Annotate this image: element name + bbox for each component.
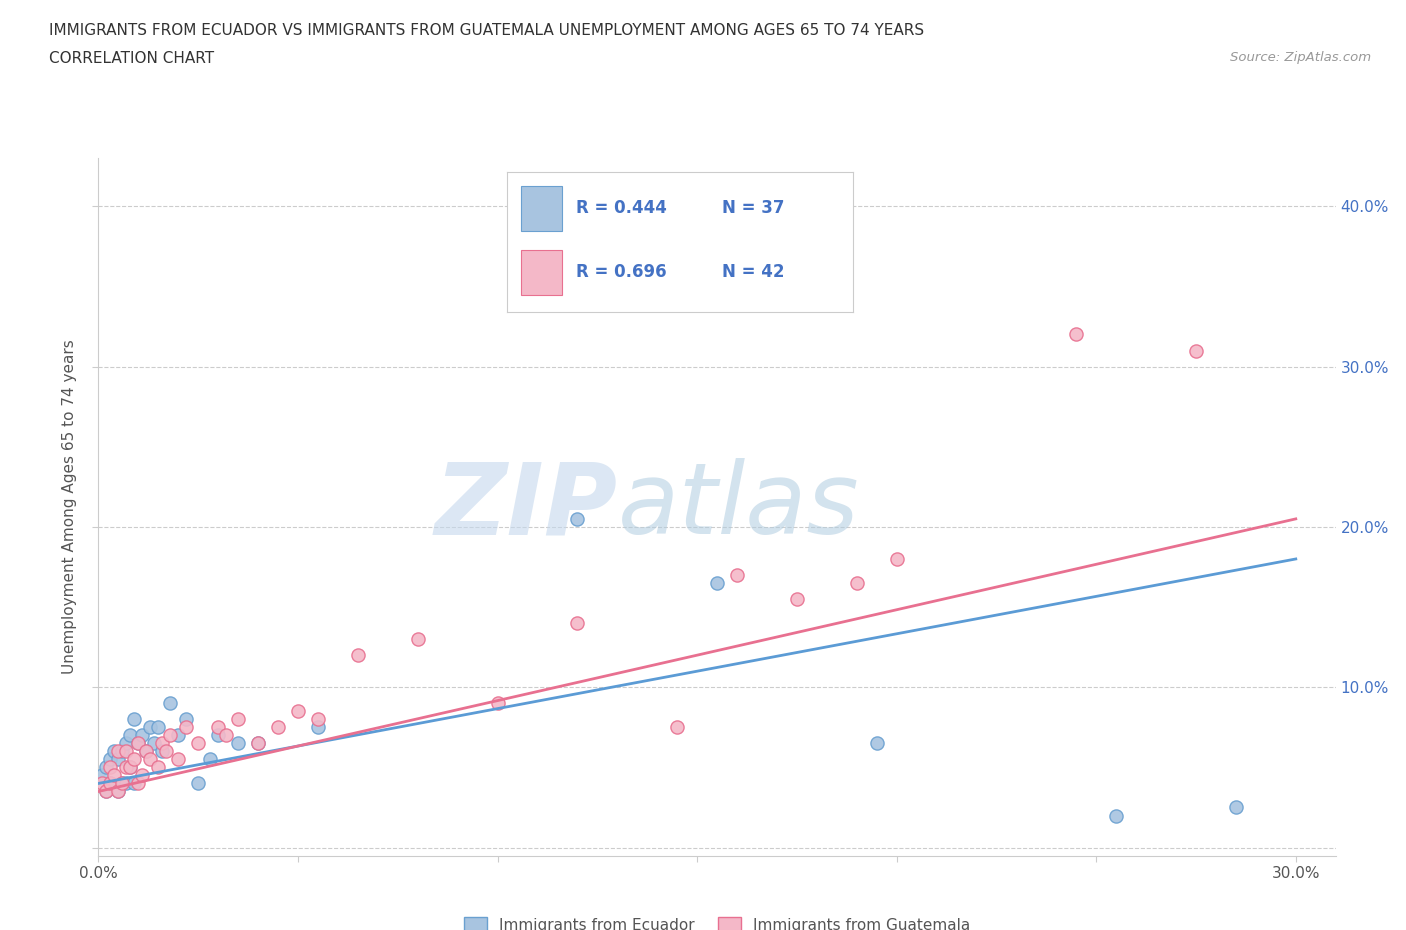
Point	[567, 512, 589, 526]
Point	[139, 752, 162, 767]
Point	[131, 728, 153, 743]
Point	[198, 752, 221, 767]
Point	[115, 760, 138, 775]
Point	[107, 744, 129, 759]
Point	[174, 711, 197, 726]
Point	[148, 720, 170, 735]
Point	[1185, 343, 1208, 358]
Point	[486, 696, 509, 711]
Point	[1225, 800, 1247, 815]
Point	[139, 720, 162, 735]
Point	[96, 760, 118, 775]
Point	[91, 776, 114, 790]
Point	[103, 768, 125, 783]
Point	[845, 576, 868, 591]
Point	[150, 744, 173, 759]
Point	[155, 744, 177, 759]
Point	[307, 720, 329, 735]
Point	[148, 760, 170, 775]
Point	[226, 711, 249, 726]
Text: Source: ZipAtlas.com: Source: ZipAtlas.com	[1230, 51, 1371, 64]
Point	[91, 768, 114, 783]
Point	[159, 696, 181, 711]
Point	[866, 736, 889, 751]
Point	[124, 711, 146, 726]
Point	[107, 784, 129, 799]
Point	[1064, 327, 1087, 342]
Point	[135, 744, 157, 759]
Point	[115, 776, 138, 790]
Point	[1105, 808, 1128, 823]
Point	[187, 736, 209, 751]
Text: atlas: atlas	[619, 458, 859, 555]
Point	[100, 752, 122, 767]
Point	[786, 591, 808, 606]
Point	[307, 711, 329, 726]
Point	[103, 744, 125, 759]
Point	[115, 736, 138, 751]
Point	[706, 576, 728, 591]
Text: ZIP: ZIP	[434, 458, 619, 555]
Point	[96, 784, 118, 799]
Point	[247, 736, 270, 751]
Point	[207, 720, 229, 735]
Point	[347, 647, 370, 662]
Point	[127, 736, 149, 751]
Point	[159, 728, 181, 743]
Point	[886, 551, 908, 566]
Point	[124, 776, 146, 790]
Point	[187, 776, 209, 790]
Point	[100, 776, 122, 790]
Y-axis label: Unemployment Among Ages 65 to 74 years: Unemployment Among Ages 65 to 74 years	[62, 339, 77, 674]
Point	[120, 760, 142, 775]
Point	[111, 744, 134, 759]
Point	[215, 728, 238, 743]
Point	[100, 760, 122, 775]
Point	[247, 736, 270, 751]
Point	[120, 728, 142, 743]
Point	[287, 704, 309, 719]
Point	[115, 744, 138, 759]
Point	[111, 776, 134, 790]
Point	[127, 736, 149, 751]
Point	[120, 760, 142, 775]
Point	[131, 768, 153, 783]
Point	[143, 736, 166, 751]
Point	[150, 736, 173, 751]
Point	[174, 720, 197, 735]
Point	[135, 744, 157, 759]
Point	[111, 776, 134, 790]
Point	[725, 567, 748, 582]
Text: IMMIGRANTS FROM ECUADOR VS IMMIGRANTS FROM GUATEMALA UNEMPLOYMENT AMONG AGES 65 : IMMIGRANTS FROM ECUADOR VS IMMIGRANTS FR…	[49, 23, 924, 38]
Legend: Immigrants from Ecuador, Immigrants from Guatemala: Immigrants from Ecuador, Immigrants from…	[458, 910, 976, 930]
Point	[124, 752, 146, 767]
Point	[107, 752, 129, 767]
Point	[567, 616, 589, 631]
Point	[107, 784, 129, 799]
Point	[127, 776, 149, 790]
Point	[96, 784, 118, 799]
Point	[226, 736, 249, 751]
Text: CORRELATION CHART: CORRELATION CHART	[49, 51, 214, 66]
Point	[167, 728, 190, 743]
Point	[406, 631, 429, 646]
Point	[100, 776, 122, 790]
Point	[207, 728, 229, 743]
Point	[167, 752, 190, 767]
Point	[267, 720, 290, 735]
Point	[666, 720, 689, 735]
